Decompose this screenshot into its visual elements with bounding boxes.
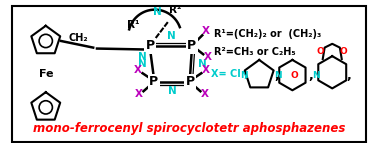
Text: O: O <box>290 71 298 80</box>
Text: P: P <box>185 75 195 88</box>
Text: P: P <box>187 39 197 52</box>
Text: N: N <box>153 7 162 17</box>
FancyBboxPatch shape <box>12 6 366 142</box>
Text: ,: , <box>274 69 279 82</box>
Text: R²=CH₃ or C₂H₅: R²=CH₃ or C₂H₅ <box>214 47 295 57</box>
Text: X: X <box>201 89 209 99</box>
Text: mono-ferrocenyl spirocyclotetr aphosphazenes: mono-ferrocenyl spirocyclotetr aphosphaz… <box>33 122 345 135</box>
Text: N: N <box>274 71 282 80</box>
Text: CH₂: CH₂ <box>68 33 88 43</box>
Text: N: N <box>167 86 176 96</box>
Text: X: X <box>134 65 142 75</box>
Text: O: O <box>317 47 325 56</box>
Text: R¹=(CH₂)₂ or  (CH₂)₃: R¹=(CH₂)₂ or (CH₂)₃ <box>214 29 321 39</box>
Text: ,: , <box>308 69 313 82</box>
Text: O: O <box>340 47 347 56</box>
Text: ,: , <box>346 69 351 82</box>
Text: R²: R² <box>169 5 181 15</box>
Text: N: N <box>167 31 175 41</box>
Text: X: X <box>135 89 143 99</box>
Text: X: X <box>202 65 210 75</box>
Text: N: N <box>240 71 248 80</box>
Text: N: N <box>198 59 206 69</box>
Text: R¹: R¹ <box>127 20 139 30</box>
Text: P: P <box>146 39 155 52</box>
Text: N: N <box>312 71 320 80</box>
Text: X: X <box>204 52 212 62</box>
Text: P: P <box>149 75 158 88</box>
Text: X= Cl ,: X= Cl , <box>211 69 248 79</box>
Text: N: N <box>138 59 146 69</box>
Text: X: X <box>202 26 210 36</box>
Text: N: N <box>138 52 147 62</box>
Text: Fe: Fe <box>39 69 53 79</box>
